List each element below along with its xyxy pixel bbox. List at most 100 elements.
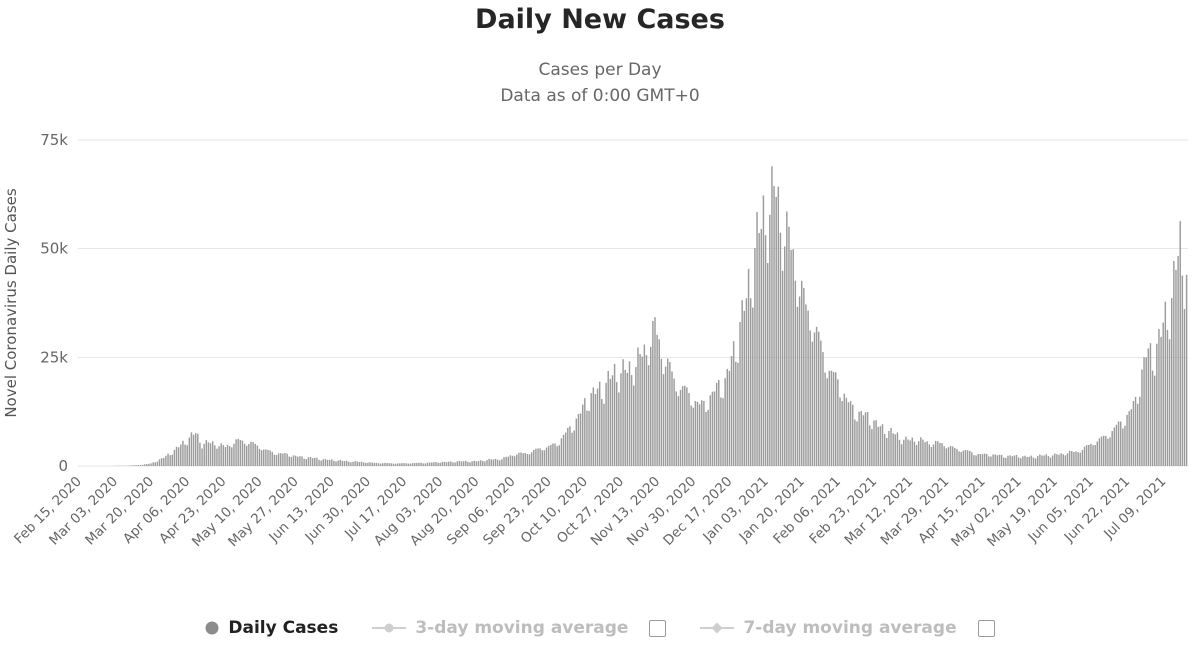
daily-cases-bar	[305, 459, 307, 466]
daily-cases-bar	[949, 445, 952, 466]
daily-cases-bar	[543, 450, 546, 466]
daily-cases-bar	[456, 461, 458, 466]
daily-cases-bar	[511, 455, 514, 466]
daily-cases-bar	[1043, 455, 1045, 466]
daily-cases-bar	[528, 454, 531, 466]
daily-cases-bar	[488, 458, 490, 466]
daily-cases-bar	[458, 460, 461, 466]
daily-cases-bar	[1173, 260, 1175, 466]
daily-cases-bar	[522, 453, 524, 466]
daily-cases-bar	[1088, 444, 1090, 466]
daily-cases-bar	[835, 372, 837, 466]
daily-cases-bar	[924, 442, 926, 466]
ma3-checkbox[interactable]	[649, 619, 667, 637]
daily-cases-bar	[222, 445, 225, 466]
daily-cases-bar	[530, 452, 533, 466]
daily-cases-bar	[182, 440, 184, 466]
daily-cases-bar	[866, 411, 869, 466]
daily-cases-bar	[292, 455, 295, 466]
daily-cases-bar	[1098, 438, 1101, 466]
daily-cases-bar	[203, 443, 205, 466]
daily-cases-bar	[718, 380, 720, 466]
daily-cases-bar	[630, 375, 633, 466]
daily-cases-bar	[796, 306, 799, 466]
daily-cases-bar	[701, 400, 703, 466]
daily-cases-bar	[348, 461, 350, 466]
daily-cases-bar	[896, 432, 899, 466]
daily-cases-bar	[579, 413, 582, 466]
daily-cases-bar	[1096, 441, 1099, 466]
daily-cases-bar	[384, 462, 386, 466]
daily-cases-bar	[724, 378, 726, 466]
daily-cases-bar	[209, 443, 212, 466]
daily-cases-bar	[554, 443, 556, 466]
daily-cases-bar	[177, 447, 180, 466]
daily-cases-bar	[879, 426, 882, 466]
daily-cases-bar	[1056, 454, 1058, 466]
daily-cases-bar	[146, 464, 148, 466]
daily-cases-bar	[813, 332, 816, 466]
legend-item-7-day-moving-average[interactable]: 7-day moving average	[700, 618, 995, 638]
daily-cases-bar	[450, 461, 452, 466]
daily-cases-bar	[1022, 456, 1024, 466]
daily-cases-bar	[362, 462, 365, 466]
daily-cases-bar	[441, 461, 444, 466]
daily-cases-bar	[826, 378, 828, 466]
daily-cases-bar	[839, 397, 841, 466]
daily-cases-bar	[849, 401, 852, 466]
ma7-checkbox[interactable]	[977, 619, 995, 637]
daily-cases-bar	[584, 398, 586, 466]
daily-cases-bar	[975, 455, 977, 466]
daily-cases-bar	[492, 459, 495, 466]
daily-cases-bar	[377, 463, 380, 466]
daily-cases-bar	[160, 458, 163, 466]
daily-cases-bar	[237, 438, 239, 466]
daily-cases-bar	[1073, 451, 1075, 466]
daily-cases-bar	[684, 385, 686, 466]
daily-cases-bar	[1160, 336, 1162, 466]
daily-cases-bar	[894, 434, 896, 466]
daily-cases-bar	[224, 447, 227, 466]
daily-cases-bar	[1064, 455, 1067, 466]
daily-cases-bar	[154, 462, 156, 466]
daily-cases-bar	[477, 461, 480, 466]
daily-cases-bar	[197, 433, 199, 466]
daily-cases-bar	[779, 232, 782, 466]
daily-cases-bar	[966, 450, 969, 466]
daily-cases-bar	[803, 287, 805, 466]
daily-cases-bar	[735, 361, 737, 466]
daily-cases-bar	[805, 304, 807, 466]
daily-cases-bar	[934, 440, 937, 466]
legend-item-daily-cases[interactable]: Daily Cases	[205, 618, 338, 638]
daily-cases-bar	[541, 450, 544, 466]
daily-cases-bar	[284, 453, 286, 466]
daily-cases-bar	[571, 432, 573, 466]
daily-cases-bar	[496, 459, 499, 466]
daily-cases-bar	[590, 393, 592, 466]
daily-cases-bar	[133, 465, 135, 466]
daily-cases-bar	[671, 371, 673, 466]
daily-cases-bar	[573, 430, 575, 466]
daily-cases-bar	[728, 370, 731, 466]
daily-cases-bar	[452, 462, 454, 466]
daily-cases-bar	[983, 453, 986, 466]
daily-cases-bar	[758, 233, 760, 466]
legend-item-3-day-moving-average[interactable]: 3-day moving average	[372, 618, 667, 638]
daily-cases-bar	[564, 432, 567, 466]
daily-cases-bar	[375, 462, 378, 466]
daily-cases-bar	[890, 428, 892, 466]
daily-cases-bar	[1175, 269, 1177, 466]
daily-cases-bar	[545, 447, 548, 466]
daily-cases-bar	[1139, 396, 1141, 466]
daily-cases-bar	[245, 445, 248, 466]
daily-cases-bar	[645, 355, 648, 466]
daily-cases-bar	[575, 418, 578, 466]
daily-cases-bar	[1051, 455, 1054, 466]
daily-cases-bar	[911, 437, 914, 466]
daily-cases-marker-icon	[205, 621, 219, 635]
daily-cases-bar	[411, 463, 414, 466]
legend-label-3-day-moving-average: 3-day moving average	[415, 618, 629, 638]
daily-cases-bar	[192, 434, 195, 466]
daily-cases-bar	[358, 461, 361, 466]
daily-cases-bar	[216, 448, 218, 466]
